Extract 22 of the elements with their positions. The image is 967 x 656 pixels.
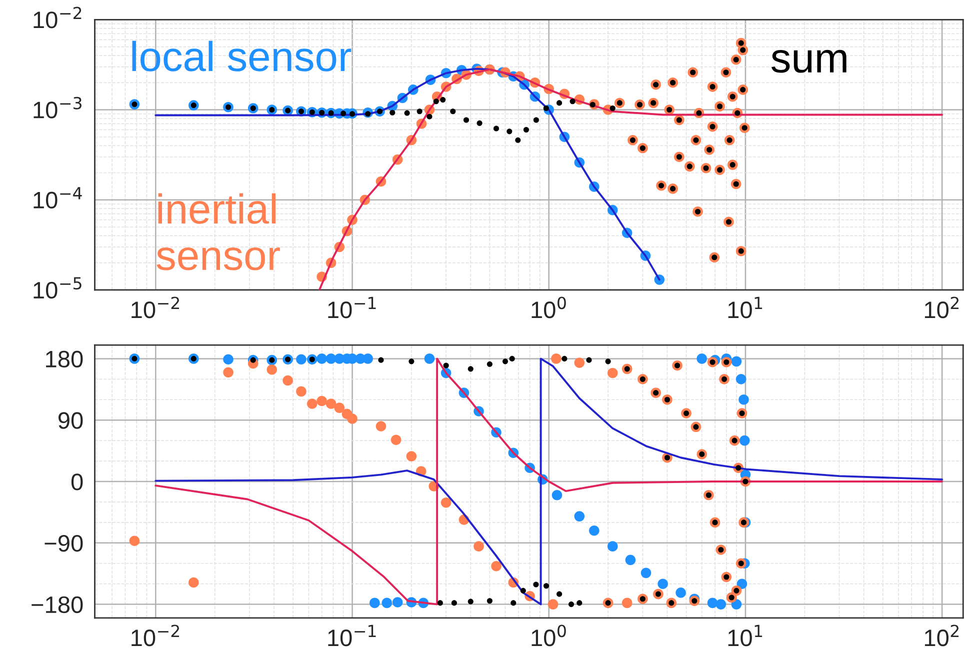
x-tick-label: 10$^{−2}$ bbox=[132, 296, 180, 318]
y-tick-label: 180 bbox=[46, 350, 83, 368]
x-tick-label: 10$^{−2}$ bbox=[132, 624, 180, 646]
y-tick-label: 10$^{−2}$ bbox=[34, 6, 82, 28]
x-tick-label: 10$^{2}$ bbox=[924, 296, 959, 318]
x-tick-label: 10$^{0}$ bbox=[532, 296, 566, 318]
x-tick-label: 10$^{−1}$ bbox=[328, 624, 376, 646]
y-tick-label: −180 bbox=[32, 596, 83, 614]
y-tick-label: 10$^{−5}$ bbox=[34, 277, 82, 299]
x-tick-label: 10$^{2}$ bbox=[924, 624, 959, 646]
y-tick-label: 10$^{−4}$ bbox=[34, 187, 82, 208]
y-tick-label: 90 bbox=[58, 412, 83, 429]
y-tick-label: 0 bbox=[71, 474, 83, 490]
series-label: sum bbox=[772, 50, 846, 73]
x-tick-label: 10$^{1}$ bbox=[728, 296, 762, 318]
series-label: inertial sensor bbox=[156, 193, 280, 270]
x-tick-label: 10$^{1}$ bbox=[728, 624, 762, 646]
y-tick-label: 10$^{−3}$ bbox=[34, 96, 82, 118]
x-tick-label: 10$^{0}$ bbox=[532, 624, 566, 646]
y-tick-label: −90 bbox=[44, 534, 83, 552]
x-tick-label: 10$^{−1}$ bbox=[328, 296, 376, 318]
series-label: local sensor bbox=[132, 40, 352, 72]
